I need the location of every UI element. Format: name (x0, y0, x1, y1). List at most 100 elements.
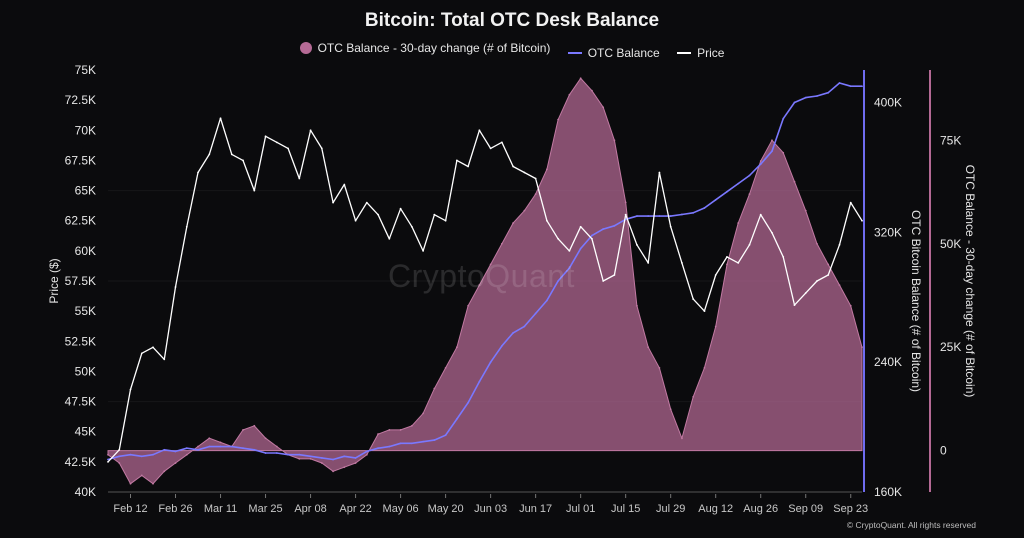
otc-balance-point (714, 198, 717, 201)
change-point (624, 201, 627, 204)
change-point (309, 458, 312, 460)
otc-balance-point (703, 207, 706, 209)
price-point (816, 280, 818, 282)
price-point (624, 213, 627, 216)
change-point (242, 429, 244, 431)
otc-balance-point (737, 182, 740, 185)
axes-layer: 40K 42.5K 45K 47.5K 50K 52.5K 55K 57.5K 60K 62.5K… (47, 63, 977, 515)
change-point (410, 424, 413, 427)
price-tick-label: 42.5K (65, 455, 96, 469)
change-point (838, 284, 841, 287)
otc-balance-point (174, 450, 177, 453)
price-point (343, 183, 346, 186)
x-tick-label: May 06 (383, 503, 419, 515)
change-point (444, 366, 447, 369)
change-point (692, 395, 695, 398)
price-point (354, 219, 357, 222)
change-point (771, 139, 773, 142)
change-point (523, 209, 526, 212)
otc-balance-point (275, 452, 278, 454)
change-point (636, 304, 638, 307)
otc-balance-point (242, 447, 244, 450)
price-point (557, 237, 560, 240)
otc-balance-point (140, 455, 143, 458)
change-point (163, 470, 166, 473)
change-point (264, 437, 267, 440)
change-point (793, 180, 796, 183)
change-point (714, 325, 717, 328)
change-point (343, 466, 346, 469)
x-tick-label: Mar 25 (248, 503, 282, 515)
price-tick-label: 70K (75, 123, 96, 137)
change-point (365, 453, 368, 456)
price-point (737, 262, 740, 264)
change-tick-label: 50K (940, 237, 961, 251)
price-point (365, 201, 368, 204)
legend-label-change: OTC Balance - 30-day change (# of Bitcoi… (317, 41, 551, 55)
price-point (703, 310, 706, 313)
legend-swatch-price (677, 52, 692, 54)
price-point (230, 153, 233, 156)
change-point (152, 482, 154, 485)
change-point (568, 93, 571, 96)
change-point (129, 482, 132, 485)
x-tick-label: Jun 17 (519, 503, 552, 515)
price-point (669, 225, 672, 228)
change-point (849, 304, 852, 307)
change-point (399, 429, 402, 431)
change-tick-label: 25K (940, 340, 961, 354)
change-point (478, 284, 481, 287)
price-point (399, 207, 402, 210)
price-point (377, 213, 379, 216)
otc-tick-label: 240K (874, 355, 902, 369)
otc-balance-point (849, 85, 852, 88)
otc-balance-point (602, 228, 605, 230)
otc-balance-point (681, 213, 683, 216)
price-tick-label: 65K (75, 184, 96, 198)
change-point (804, 209, 807, 212)
price-point (140, 352, 143, 355)
change-point (782, 151, 785, 154)
otc-balance-point (793, 101, 796, 104)
otc-balance-point (748, 174, 751, 177)
change-point (534, 193, 537, 196)
x-tick-label: May 20 (428, 503, 464, 515)
change-point (320, 462, 323, 464)
otc-balance-point (658, 215, 661, 217)
legend-item-change[interactable]: OTC Balance - 30-day change (# of Bitcoi… (299, 41, 551, 55)
legend-item-price[interactable]: Price (677, 46, 724, 60)
price-point (163, 358, 166, 361)
x-tick-label: Jun 03 (474, 503, 507, 515)
change-point (107, 453, 109, 456)
otc-balance-point (354, 457, 357, 459)
price-tick-label: 67.5K (65, 153, 96, 167)
price-tick-label: 62.5K (65, 214, 96, 228)
price-point (782, 255, 785, 258)
price-point (253, 189, 256, 192)
change-point (185, 453, 188, 456)
price-tick-label: 60K (75, 244, 96, 258)
otc-tick-label: 160K (874, 485, 902, 499)
change-point (681, 437, 683, 440)
change-point (174, 462, 177, 464)
change-axis-label: OTC Balance - 30-day change (# of Bitcoi… (963, 165, 977, 398)
otc-balance-point (568, 267, 571, 269)
price-point (489, 147, 492, 150)
otc-balance-point (489, 361, 492, 364)
x-tick-label: Mar 11 (204, 503, 237, 515)
price-point (332, 201, 334, 204)
change-point (827, 263, 830, 266)
x-tick-label: Apr 08 (294, 503, 326, 515)
change-point (500, 242, 503, 245)
price-point (208, 153, 211, 156)
otc-balance-point (478, 380, 481, 383)
legend-item-otc-balance[interactable]: OTC Balance (567, 46, 660, 60)
price-point (748, 243, 751, 246)
change-point (613, 139, 616, 142)
otc-balance-point (838, 82, 841, 84)
otc-balance-point (861, 85, 863, 88)
price-point (197, 171, 199, 174)
chart-title: Bitcoin: Total OTC Desk Balance (364, 10, 660, 31)
price-tick-label: 57.5K (65, 274, 96, 288)
otc-balance-point (208, 445, 211, 448)
